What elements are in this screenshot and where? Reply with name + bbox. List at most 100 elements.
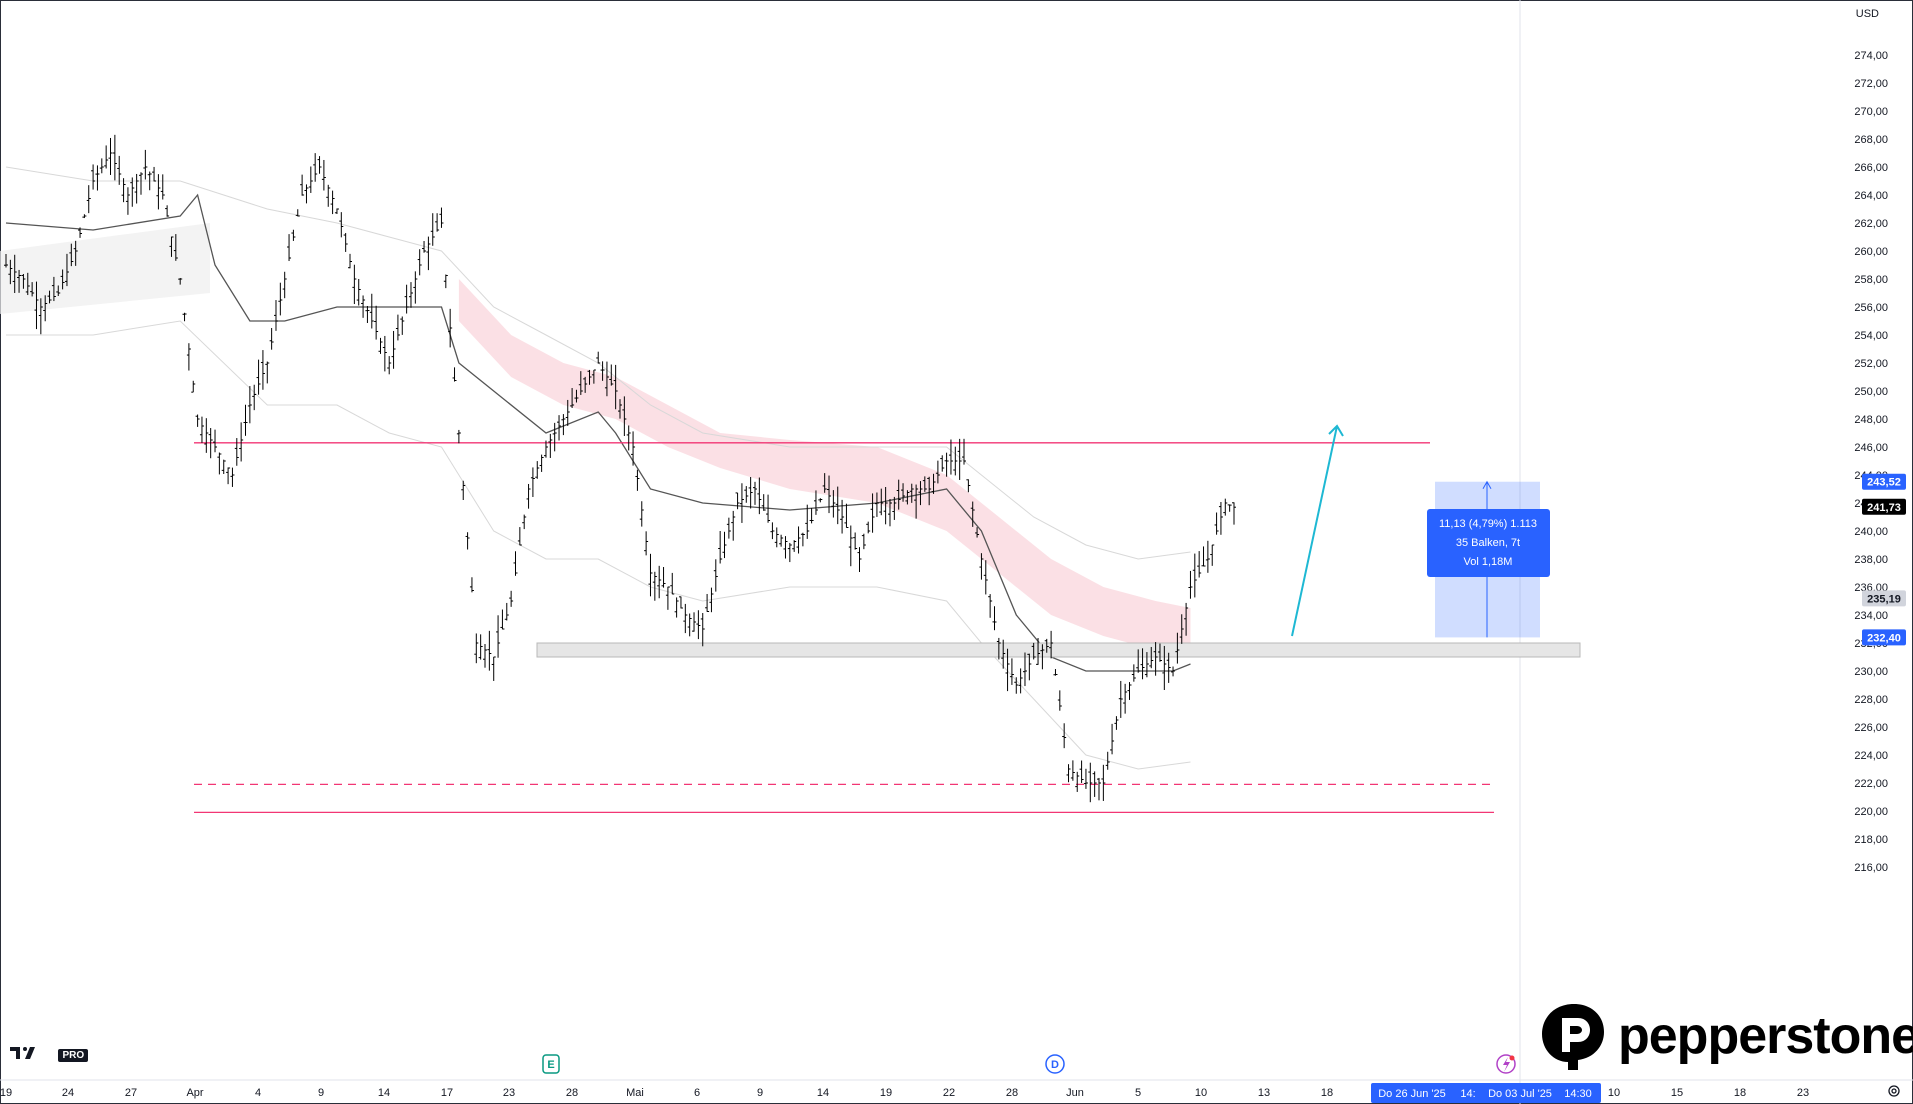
price-tick-label: 258,00 [1854,274,1888,286]
time-tick-label: 4 [255,1087,261,1099]
time-tick-label: Apr [186,1087,203,1099]
event-letter: D [1051,1059,1059,1071]
price-tick-label: 254,00 [1854,330,1888,342]
price-label-tag [1862,473,1906,490]
price-tick-label: 246,00 [1854,442,1888,454]
price-tick-label: 228,00 [1854,694,1888,706]
price-tick-label: 218,00 [1854,834,1888,846]
time-tick-label: 24 [62,1087,74,1099]
time-tick-label: 13 [1258,1087,1270,1099]
price-label-text: 243,52 [1867,477,1901,489]
time-tick-label: 9 [757,1087,763,1099]
horizontal-levels [194,442,1494,814]
brand-name: pepperstone [1618,1007,1913,1065]
pink-cloud [458,279,1191,650]
time-range-label: 14: [1460,1088,1475,1100]
projection-arrow-line [1291,425,1338,637]
lower-band-line [6,320,1191,770]
price-tick-label: 268,00 [1854,134,1888,146]
indicator-bands [0,166,1191,770]
time-tick-label: 28 [1006,1087,1018,1099]
price-label-text: 232,40 [1867,632,1901,644]
price-tick-label: 240,00 [1854,526,1888,538]
price-tick-label: 250,00 [1854,386,1888,398]
measure-label-line-3: Vol 1,18M [1464,556,1513,568]
price-label-tag [1862,629,1906,646]
pepperstone-logo: pepperstone [1538,1000,1913,1072]
time-tick-label: Jun [1066,1087,1084,1099]
projection-arrow [1291,424,1344,637]
earnings-icon [542,1054,560,1074]
time-tick-label: 19 [880,1087,892,1099]
measure-label-box [1427,509,1550,577]
upper-band-line [5,166,1191,560]
time-range-label: 14:30 [1564,1088,1592,1100]
price-label-text: 235,19 [1867,593,1901,605]
price-tick-label: 238,00 [1854,554,1888,566]
price-tick-label: 274,00 [1854,50,1888,62]
price-axis: 216,00 218,00 220,00 222,00 224,00 226,00 228,… [1854,50,1906,874]
support-zone [536,642,1581,658]
price-tick-label: 220,00 [1854,806,1888,818]
price-tick-label: 260,00 [1854,246,1888,258]
event-letter: E [547,1059,554,1071]
price-label-tag [1862,590,1906,607]
time-tick-label: 14 [378,1087,390,1099]
price-tick-label: 252,00 [1854,358,1888,370]
time-tick-label: 27 [125,1087,137,1099]
time-tick-label: 9 [318,1087,324,1099]
candlesticks [4,134,1236,803]
time-tick-label: 14 [817,1087,829,1099]
price-tick-label: 270,00 [1854,106,1888,118]
dividend-icon [1045,1054,1065,1074]
measure-arrowhead-up [1482,480,1492,489]
measure-label-line-1: 11,13 (4,79%) 1.113 [1439,518,1537,530]
time-tick-label: 18 [1321,1087,1333,1099]
time-tick-label: 5 [1135,1087,1141,1099]
time-tick-label: 28 [566,1087,578,1099]
price-tick-label: 248,00 [1854,414,1888,426]
time-tick-label: 17 [441,1087,453,1099]
price-tick-label: 230,00 [1854,666,1888,678]
projection-arrowhead [1328,424,1344,437]
price-tick-label: 222,00 [1854,778,1888,790]
pepperstone-p-icon [1542,1004,1604,1070]
measure-tool: 11,13 (4,79%) 1.113 35 Balken, 7t Vol 1,18… [1427,480,1550,638]
price-tick-label: 226,00 [1854,722,1888,734]
time-tick-label: 23 [1797,1087,1809,1099]
time-tick-label: 18 [1734,1087,1746,1099]
time-range-label: Do 03 Jul '25 [1488,1088,1552,1100]
time-tick-label: 10 [1608,1087,1620,1099]
price-label-tag [1862,498,1906,515]
time-range-label: Do 26 Jun '25 [1378,1088,1446,1100]
time-tick-label: 23 [503,1087,515,1099]
time-tick-label: 15 [1671,1087,1683,1099]
tradingview-logo[interactable]: PRO [10,1046,89,1063]
price-tick-label: 264,00 [1854,190,1888,202]
time-tick-label: 10 [1195,1087,1207,1099]
lightning-bolt [1503,1057,1510,1072]
pro-badge: PRO [58,1049,89,1063]
measure-label-line-2: 35 Balken, 7t [1456,537,1520,549]
price-tick-label: 224,00 [1854,750,1888,762]
gear-icon[interactable] [1887,1084,1901,1098]
price-tick-label: 272,00 [1854,78,1888,90]
notification-dot [1509,1055,1515,1061]
support-zone-rect [536,642,1581,658]
price-tick-label: 266,00 [1854,162,1888,174]
time-axis: 19 24 27 Apr 4 9 14 17 23 28 Mai 6 9 14 19 22 28 Jun 5 10 13… [0,1083,1809,1103]
price-tick-label: 256,00 [1854,302,1888,314]
currency-label[interactable]: USD [1855,8,1879,20]
price-label-text: 241,73 [1867,502,1901,514]
time-tick-label: 22 [943,1087,955,1099]
time-tick-label: Mai [626,1087,644,1099]
time-tick-label: 19 [0,1087,12,1099]
price-tick-label: 234,00 [1854,610,1888,622]
time-range-highlight [1371,1083,1601,1103]
grey-cloud [0,223,210,314]
